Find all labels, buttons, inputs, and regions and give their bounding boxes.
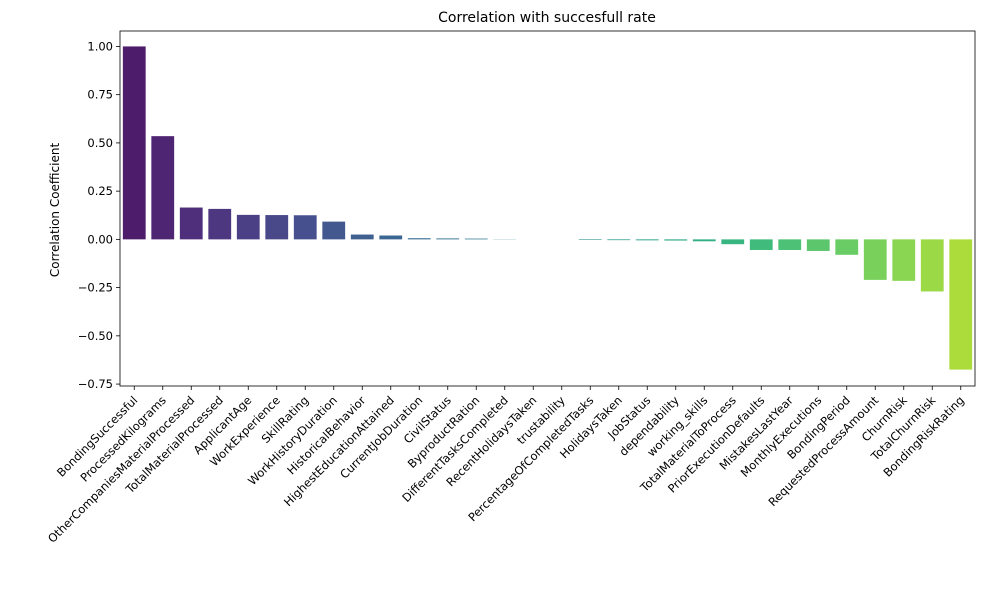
bar-working_skills xyxy=(692,239,716,242)
chart-title: Correlation with succesfull rate xyxy=(438,10,656,26)
bars-group xyxy=(122,46,973,370)
bar-TotalChurnRisk xyxy=(920,239,944,292)
x-ticks-group: BondingSuccessfulProcessedKilogramsOther… xyxy=(45,386,967,546)
y-tick-label: 0.00 xyxy=(87,232,113,246)
y-tick-label: 0.25 xyxy=(87,184,113,198)
plot-frame xyxy=(119,30,976,387)
bar-MistakesLastYear xyxy=(778,239,802,250)
bar-HistoricalBehavior xyxy=(350,234,374,240)
bar-RequestedProcessAmount xyxy=(863,239,887,280)
y-tick-label: −0.25 xyxy=(78,281,113,295)
bar-CivilStatus xyxy=(436,238,460,240)
bar-ChurnRisk xyxy=(892,239,916,281)
y-ticks-group: 1.00 0.75 0.50 0.25 0.00 −0.25 −0.50 −0.75 xyxy=(78,39,120,391)
y-tick-label: 0.75 xyxy=(87,88,113,102)
bar-PercentageOfCompletedTasks xyxy=(578,239,602,240)
bar-CurrentJobDuration xyxy=(407,238,431,240)
bar-TotalMaterialProcessed xyxy=(208,208,232,240)
bar-JobStatus xyxy=(635,239,659,241)
bar-MonthlyExecutions xyxy=(806,239,830,251)
bar-WorkExperience xyxy=(265,215,289,240)
bar-PriorExecutionDefaults xyxy=(749,239,773,250)
y-tick-label: −0.75 xyxy=(78,377,113,391)
bar-dependability xyxy=(664,239,688,241)
y-tick-label: 1.00 xyxy=(87,39,113,53)
bar-BondingPeriod xyxy=(835,239,859,255)
bar-BondingSuccessful xyxy=(122,46,146,240)
bar-ByproductRation xyxy=(464,238,488,240)
bar-OtherCompaniesMaterialProcessed xyxy=(179,207,203,240)
bar-TotalMaterialToProcess xyxy=(721,239,745,245)
y-tick-label: 0.50 xyxy=(87,136,113,150)
bar-BondingRiskRating xyxy=(949,239,973,370)
y-axis-label: Correlation Coefficient xyxy=(48,143,62,278)
bar-SkillRating xyxy=(293,215,317,240)
y-tick-label: −0.50 xyxy=(78,329,113,343)
bar-HolidaysTaken xyxy=(607,239,631,241)
bar-ProcessedKilograms xyxy=(151,136,175,240)
bar-HighestEducationAttained xyxy=(379,235,403,240)
bar-WorkHistoryDuration xyxy=(322,221,346,240)
bar-ApplicantAge xyxy=(236,214,260,240)
